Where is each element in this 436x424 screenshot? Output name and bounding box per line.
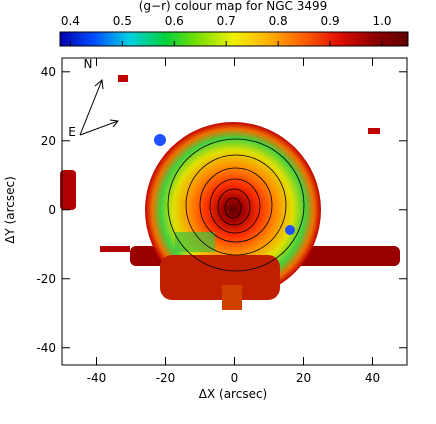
x-tick-label: 20 bbox=[296, 371, 311, 385]
colorbar-tick-label: 0.6 bbox=[165, 14, 184, 28]
compass-east: E bbox=[68, 125, 76, 139]
colorbar-tick-label: 1.0 bbox=[372, 14, 391, 28]
y-tick-label: 20 bbox=[41, 134, 56, 148]
y-tick-label: -40 bbox=[36, 341, 56, 355]
x-axis-label: ΔX (arcsec) bbox=[199, 387, 267, 401]
colorbar-tick-label: 0.7 bbox=[217, 14, 236, 28]
y-tick-label: -20 bbox=[36, 272, 56, 286]
colorbar bbox=[59, 31, 409, 47]
y-tick-label: 0 bbox=[48, 203, 56, 217]
x-tick-label: 40 bbox=[365, 371, 380, 385]
colorbar-tick-label: 0.4 bbox=[61, 14, 80, 28]
colorbar-tick-label: 0.5 bbox=[113, 14, 132, 28]
colorbar-title: (g−r) colour map for NGC 3499 bbox=[139, 0, 328, 13]
colorbar-tick-label: 0.8 bbox=[269, 14, 288, 28]
y-axis-label: ΔY (arcsec) bbox=[3, 176, 17, 244]
x-tick-label: -40 bbox=[87, 371, 107, 385]
x-tick-label: -20 bbox=[156, 371, 176, 385]
compass bbox=[79, 79, 119, 136]
y-tick-label: 40 bbox=[41, 65, 56, 79]
colorbar-tick-label: 0.9 bbox=[321, 14, 340, 28]
x-tick-label: 0 bbox=[231, 371, 239, 385]
compass-north: N bbox=[84, 57, 93, 71]
color-map bbox=[60, 75, 400, 310]
